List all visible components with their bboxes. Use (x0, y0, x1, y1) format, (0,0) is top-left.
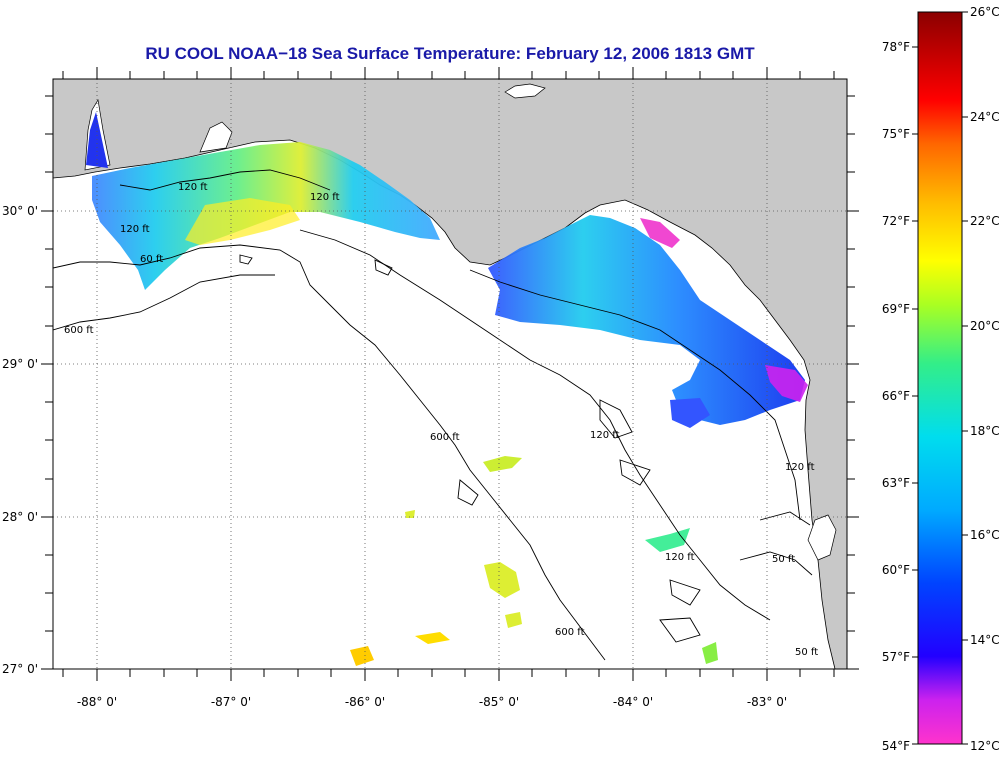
colorbar-fahrenheit-label: 69°F (882, 302, 910, 316)
contour-label: 60 ft (140, 254, 163, 265)
map-title: RU COOL NOAA−18 Sea Surface Temperature:… (145, 44, 755, 63)
contour-label: 50 ft (772, 554, 795, 565)
longitude-label: -87° 0' (211, 695, 251, 709)
sst-patch-cool-south (765, 365, 808, 402)
colorbar-celsius-label: 20°C (970, 319, 1000, 333)
sst-patch-small-5 (350, 646, 374, 666)
colorbar-ticks (912, 11, 968, 745)
colorbar-celsius-label: 14°C (970, 633, 1000, 647)
sst-patch-small-9 (670, 398, 710, 428)
contour-label: 50 ft (795, 647, 818, 658)
sst-patch-cool-coast (640, 218, 680, 248)
axis-ticks (41, 67, 859, 681)
sst-patch-small-2 (484, 562, 520, 598)
colorbar-fahrenheit-label: 57°F (882, 650, 910, 664)
longitude-label: -83° 0' (747, 695, 787, 709)
temperature-colorbar (917, 11, 963, 745)
longitude-label: -84° 0' (613, 695, 653, 709)
colorbar-fahrenheit-label: 60°F (882, 563, 910, 577)
bathymetry-contours (53, 169, 813, 661)
sst-patch-east (488, 215, 805, 425)
bay-pensacola (199, 121, 233, 153)
contour-label: 600 ft (64, 325, 94, 336)
sst-patch-small-3 (505, 612, 522, 628)
contour-label: 120 ft (120, 224, 150, 235)
colorbar-fahrenheit-label: 54°F (882, 739, 910, 753)
sst-patch-small-7 (702, 642, 718, 664)
bay-tampa (807, 514, 837, 561)
map-frame (52, 78, 848, 670)
colorbar-celsius-label: 24°C (970, 110, 1000, 124)
land-mass (53, 79, 847, 669)
colorbar-fahrenheit-label: 66°F (882, 389, 910, 403)
sst-patch-small-4 (415, 632, 450, 644)
latitude-label: 29° 0' (2, 357, 38, 371)
latitude-label: 27° 0' (2, 662, 38, 676)
sst-patch-small-8 (405, 510, 415, 518)
colorbar-celsius-label: 26°C (970, 5, 1000, 19)
colorbar-celsius-label: 18°C (970, 424, 1000, 438)
colorbar-celsius-label: 22°C (970, 214, 1000, 228)
contour-label: 120 ft (178, 182, 208, 193)
colorbar-celsius-label: 16°C (970, 528, 1000, 542)
sst-patch-warm (185, 198, 300, 245)
graticule (53, 79, 847, 669)
lake-island (504, 83, 546, 99)
colorbar-fahrenheit-label: 75°F (882, 127, 910, 141)
contour-label: 120 ft (665, 552, 695, 563)
contour-label: 600 ft (555, 627, 585, 638)
sst-patch-small-1 (483, 456, 522, 472)
longitude-label: -88° 0' (77, 695, 117, 709)
longitude-label: -85° 0' (479, 695, 519, 709)
contour-label: 120 ft (590, 430, 620, 441)
sst-patch-small-6 (645, 528, 690, 552)
colorbar-fahrenheit-label: 78°F (882, 40, 910, 54)
colorbar-fahrenheit-label: 72°F (882, 214, 910, 228)
latitude-label: 30° 0' (2, 204, 38, 218)
longitude-label: -86° 0' (345, 695, 385, 709)
latitude-label: 28° 0' (2, 510, 38, 524)
contour-label: 600 ft (430, 432, 460, 443)
colorbar-fahrenheit-label: 63°F (882, 476, 910, 490)
colorbar-celsius-label: 12°C (970, 739, 1000, 753)
contour-label: 120 ft (785, 462, 815, 473)
contour-label: 120 ft (310, 192, 340, 203)
